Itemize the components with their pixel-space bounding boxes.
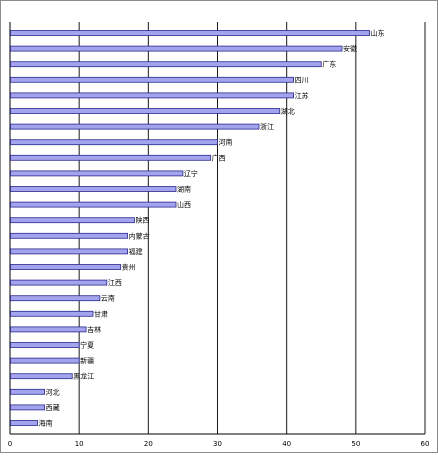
bar-22	[10, 357, 80, 364]
bar-label: 湖南	[177, 185, 191, 194]
x-tick-label: 0	[8, 440, 12, 448]
bar-4	[10, 76, 294, 83]
bar-3	[10, 61, 322, 68]
bar-16	[10, 264, 122, 270]
axis-layer: 0 10 20 30 40 50 60	[8, 433, 430, 448]
bar-13	[10, 217, 135, 224]
bar-label: 贵州	[122, 263, 136, 272]
bar-label: 江苏	[295, 91, 309, 100]
x-tick-label: 40	[282, 440, 291, 448]
bar-26	[10, 420, 39, 426]
bar-label: 吉林	[87, 325, 101, 334]
bar-label: 山东	[371, 29, 385, 38]
bar-1	[10, 30, 371, 36]
bar-19	[10, 310, 94, 317]
grid-layer	[9, 22, 426, 434]
bar-label: 安徽	[343, 44, 357, 53]
bar-21	[10, 342, 80, 348]
x-tick-label: 30	[213, 440, 222, 448]
bar-label: 四川	[295, 76, 309, 84]
bar-label: 海南	[39, 419, 53, 428]
bar-17	[10, 279, 108, 286]
bar-12	[10, 201, 177, 208]
bar-23	[10, 373, 73, 380]
bar-25	[10, 404, 45, 411]
bar-11	[10, 186, 177, 192]
bar-label: 湖北	[281, 107, 295, 116]
bar-layer: 山东安徽广东四川江苏湖北浙江河南广西辽宁湖南山西陕西内蒙古福建贵州江西云南甘肃吉…	[10, 29, 385, 428]
bar-label: 宁夏	[80, 341, 94, 350]
bar-10	[10, 170, 184, 177]
bar-6	[10, 108, 281, 114]
bar-7	[10, 123, 260, 130]
bar-label: 辽宁	[184, 169, 198, 178]
bar-label: 黑龙江	[73, 372, 94, 381]
bar-label: 广东	[322, 60, 336, 69]
bar-2	[10, 45, 343, 52]
bar-label: 西藏	[46, 403, 60, 412]
x-tick-label: 60	[421, 440, 430, 448]
bar-label: 新疆	[80, 356, 94, 365]
x-tick-label: 20	[144, 440, 153, 448]
bar-label: 河南	[219, 138, 233, 147]
bar-20	[10, 326, 87, 333]
bar-label: 广西	[212, 153, 226, 162]
bar-18	[10, 295, 101, 302]
bar-label: 福建	[129, 247, 143, 256]
bar-8	[10, 139, 218, 146]
bar-label: 河北	[46, 388, 60, 396]
bar-14	[10, 232, 128, 239]
bar-label: 云南	[101, 294, 115, 303]
bar-label: 江西	[108, 279, 122, 287]
bar-label: 内蒙古	[129, 231, 150, 240]
x-tick-label: 50	[351, 440, 360, 448]
bar-5	[10, 92, 294, 99]
bar-label: 甘肃	[94, 309, 108, 318]
bar-label: 浙江	[260, 122, 274, 131]
bar-label: 山西	[177, 200, 191, 209]
x-tick-label: 10	[75, 440, 84, 448]
bar-label: 陕西	[136, 216, 150, 225]
bar-15	[10, 248, 128, 255]
bar-9	[10, 154, 211, 161]
bar-24	[10, 388, 45, 395]
